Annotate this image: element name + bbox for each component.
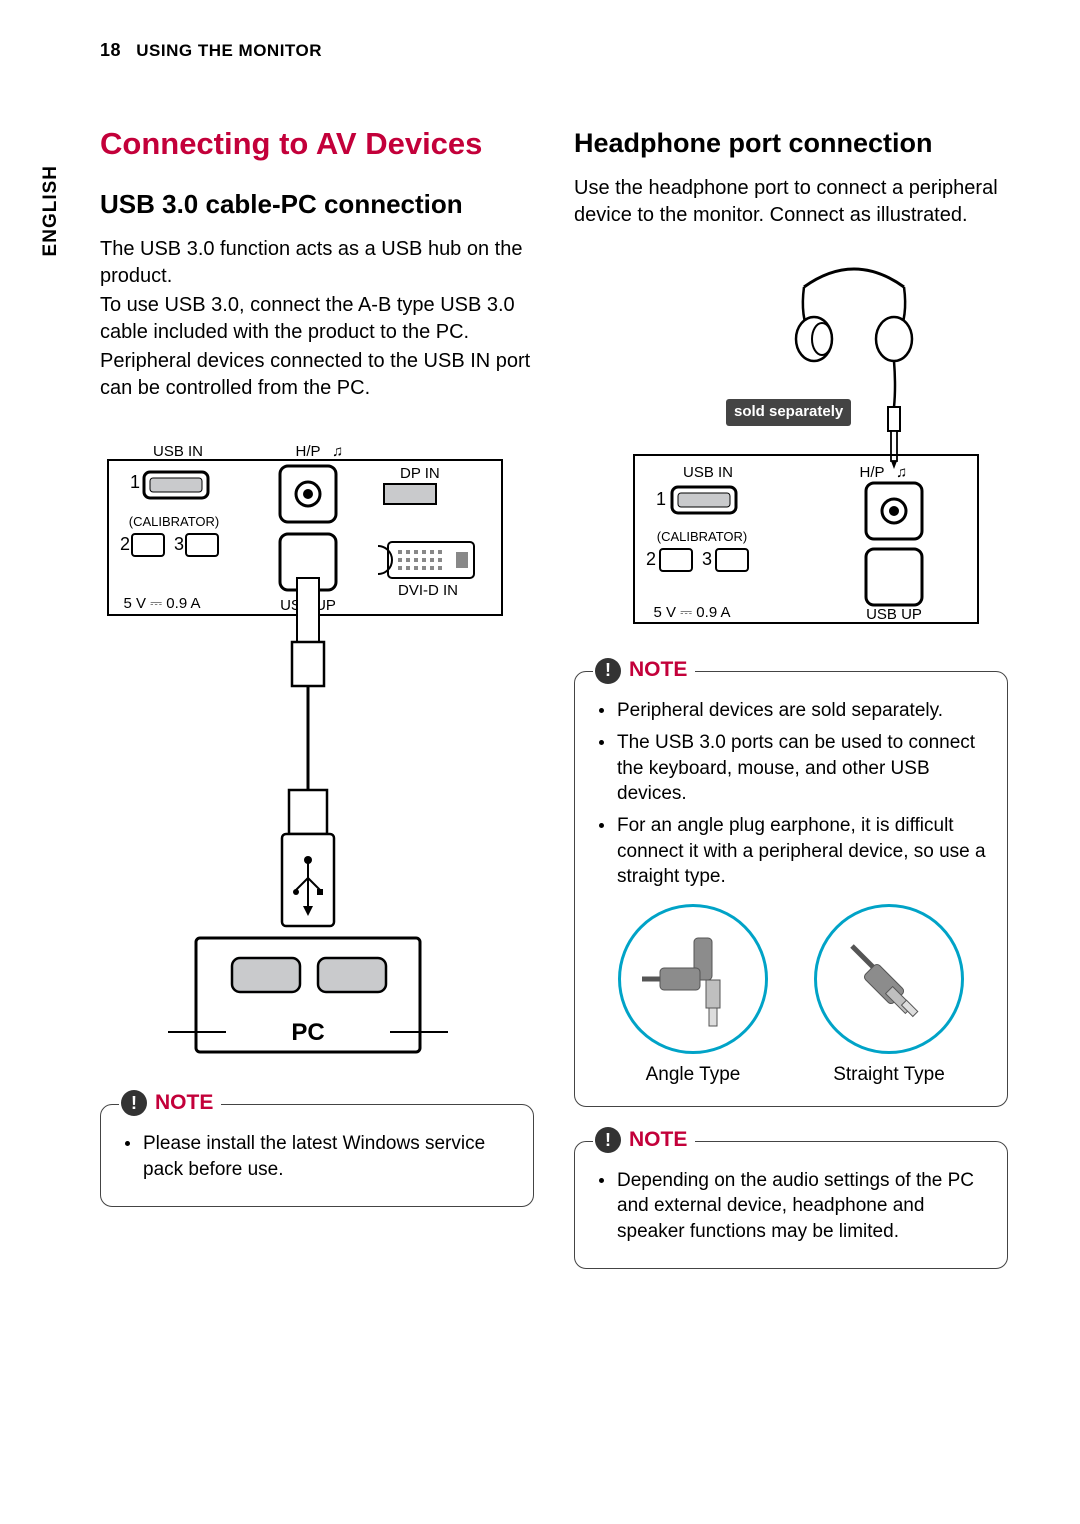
note-right-1: ! NOTE Peripheral devices are sold separ… xyxy=(574,671,1008,1106)
svg-text:2: 2 xyxy=(646,549,656,569)
svg-text:1: 1 xyxy=(656,489,666,509)
note-list: Peripheral devices are sold separately. … xyxy=(595,698,987,889)
usb-para-1: The USB 3.0 function acts as a USB hub o… xyxy=(100,236,534,290)
plug-comparison: Angle Type Straight Type xyxy=(595,904,987,1088)
svg-text:(CALIBRATOR): (CALIBRATOR) xyxy=(657,529,748,544)
svg-text:3: 3 xyxy=(702,549,712,569)
note-list: Please install the latest Windows servic… xyxy=(121,1131,513,1182)
page-header: 18 USING THE MONITOR xyxy=(100,38,1008,63)
svg-text:PC: PC xyxy=(291,1019,324,1046)
svg-text:USB IN: USB IN xyxy=(153,443,203,460)
svg-text:♫: ♫ xyxy=(896,464,907,481)
svg-text:1: 1 xyxy=(130,472,140,492)
note-item: Please install the latest Windows servic… xyxy=(125,1131,513,1182)
heading-usb: USB 3.0 cable-PC connection xyxy=(100,187,534,222)
page-number: 18 xyxy=(100,40,121,60)
note-item: The USB 3.0 ports can be used to connect… xyxy=(599,730,987,807)
svg-text:♫: ♫ xyxy=(332,443,343,460)
note-list: Depending on the audio settings of the P… xyxy=(595,1168,987,1245)
heading-hp: Headphone port connection xyxy=(574,125,1008,161)
usb-para-2: To use USB 3.0, connect the A-B type USB… xyxy=(100,292,534,346)
hp-figure: sold separately USB IN 1 xyxy=(574,257,1008,637)
heading-av: Connecting to AV Devices xyxy=(100,123,534,165)
note-right-2: ! NOTE Depending on the audio settings o… xyxy=(574,1141,1008,1270)
note-title: NOTE xyxy=(629,1126,687,1154)
note-item: Peripheral devices are sold separately. xyxy=(599,698,987,724)
usb-figure: USB IN 1 H/P ♫ DP IN (CALIBRATOR) 2 3 xyxy=(100,430,534,1070)
svg-text:H/P: H/P xyxy=(295,443,320,460)
note-item: Depending on the audio settings of the P… xyxy=(599,1168,987,1245)
note-title: NOTE xyxy=(629,656,687,684)
svg-text:USB UP: USB UP xyxy=(866,606,922,623)
right-column: Headphone port connection Use the headph… xyxy=(574,123,1008,1269)
note-left: ! NOTE Please install the latest Windows… xyxy=(100,1104,534,1207)
svg-text:H/P: H/P xyxy=(859,464,884,481)
svg-text:2: 2 xyxy=(120,534,130,554)
section-title: USING THE MONITOR xyxy=(136,41,322,60)
left-column: Connecting to AV Devices USB 3.0 cable-P… xyxy=(100,123,534,1269)
note-item: For an angle plug earphone, it is diffic… xyxy=(599,813,987,890)
language-tab: ENGLISH xyxy=(38,165,64,256)
hp-para: Use the headphone port to connect a peri… xyxy=(574,175,1008,229)
svg-text:3: 3 xyxy=(174,534,184,554)
straight-label: Straight Type xyxy=(799,1062,979,1088)
usb-para-3: Peripheral devices connected to the USB … xyxy=(100,348,534,402)
note-icon: ! xyxy=(121,1090,147,1116)
svg-text:DP IN: DP IN xyxy=(400,465,440,482)
note-icon: ! xyxy=(595,658,621,684)
sold-separately-tag: sold separately xyxy=(726,399,851,425)
note-icon: ! xyxy=(595,1127,621,1153)
svg-text:USB IN: USB IN xyxy=(683,464,733,481)
svg-text:(CALIBRATOR): (CALIBRATOR) xyxy=(129,514,220,529)
svg-text:5 V ⎓ 0.9 A: 5 V ⎓ 0.9 A xyxy=(653,604,730,621)
note-title: NOTE xyxy=(155,1089,213,1117)
svg-text:5 V ⎓ 0.9 A: 5 V ⎓ 0.9 A xyxy=(123,595,200,612)
svg-text:DVI-D IN: DVI-D IN xyxy=(398,582,458,599)
angle-label: Angle Type xyxy=(603,1062,783,1088)
straight-plug: Straight Type xyxy=(799,904,979,1088)
angle-plug: Angle Type xyxy=(603,904,783,1088)
